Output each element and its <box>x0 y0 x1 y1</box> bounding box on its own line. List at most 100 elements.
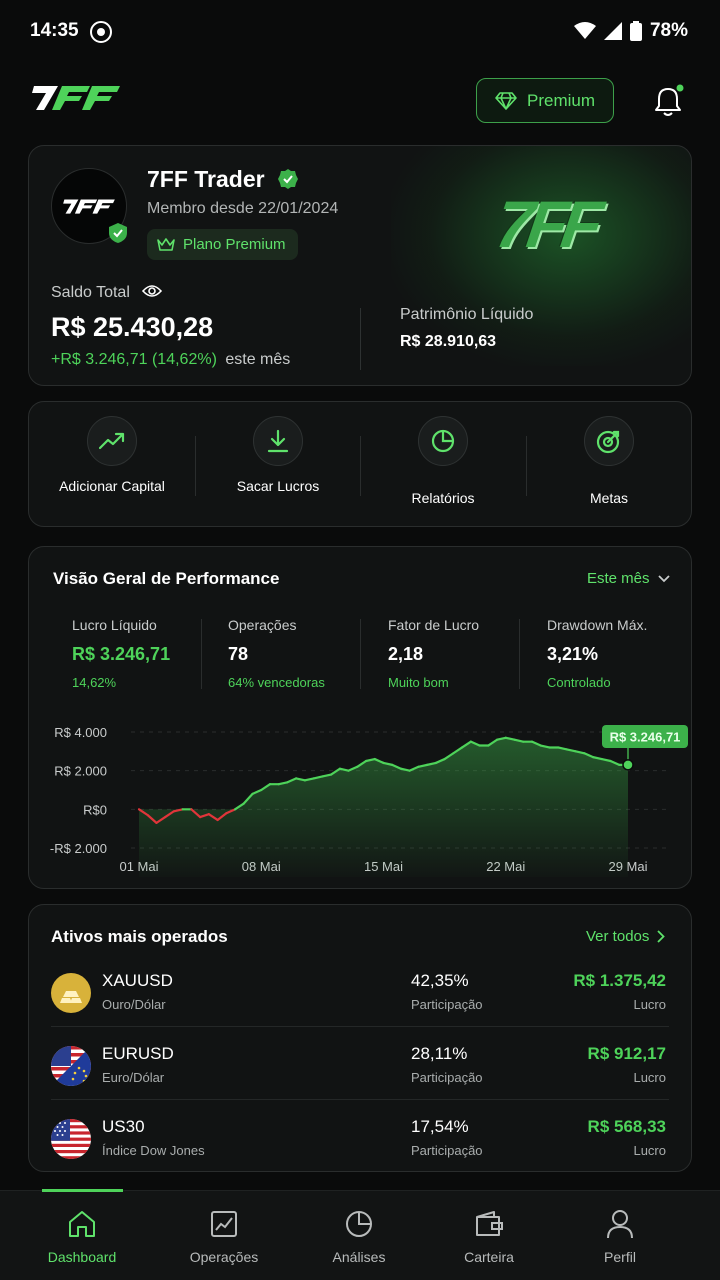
download-icon <box>253 416 303 466</box>
series-segment <box>574 750 586 755</box>
series-segment <box>164 810 176 819</box>
asset-amount-label: Lucro <box>633 1070 666 1085</box>
pie-chart-icon <box>418 416 468 466</box>
pie-chart-icon <box>344 1209 374 1239</box>
series-segment <box>565 748 577 753</box>
eu-us-flag-icon <box>51 1046 91 1086</box>
status-time: 14:35 <box>30 20 79 41</box>
withdraw-profits-label: Sacar Lucros <box>236 478 320 494</box>
asset-row-eurusd[interactable]: EURUSD Euro/Dólar 28,11% Participação R$… <box>29 1035 693 1108</box>
asset-amount: R$ 1.375,42 <box>573 971 666 990</box>
wifi-icon <box>573 22 596 39</box>
series-segment <box>146 814 158 824</box>
stat-sub: Muito bom <box>388 675 449 690</box>
stat-label: Lucro Líquido <box>72 617 157 633</box>
series-segment <box>347 765 359 772</box>
nav-perfil[interactable]: Perfil <box>548 1191 692 1280</box>
series-segment <box>277 781 289 786</box>
app-logo[interactable] <box>30 82 122 120</box>
divider <box>201 619 202 689</box>
series-segment <box>251 788 263 795</box>
eye-icon[interactable] <box>142 284 163 298</box>
series-segment <box>382 761 394 766</box>
y-tick-label: R$ 4.000 <box>54 725 107 740</box>
nav-label: Perfil <box>604 1249 636 1265</box>
trending-up-icon <box>87 416 137 466</box>
see-all-link[interactable]: Ver todos <box>586 928 666 945</box>
series-segment <box>557 746 568 751</box>
patrimonio-value: R$ 28.910,63 <box>400 333 497 350</box>
series-segment <box>391 763 403 770</box>
divider <box>360 619 361 689</box>
series-segment <box>539 744 551 749</box>
series-segment <box>242 792 254 805</box>
series-segment <box>225 808 237 815</box>
stat-value: R$ 3.246,71 <box>72 644 171 664</box>
nav-analises[interactable]: Análises <box>287 1191 431 1280</box>
profile-glow <box>391 146 691 366</box>
stat-sub: Controlado <box>547 675 611 690</box>
reports-button[interactable]: Relatórios <box>360 402 526 528</box>
assets-card: Ativos mais operados Ver todos XAUUSD Ou… <box>28 904 692 1172</box>
series-segment <box>399 767 411 772</box>
series-segment <box>460 740 472 749</box>
nav-label: Dashboard <box>47 1249 117 1265</box>
period-selector[interactable]: Este mês <box>587 570 670 587</box>
shield-check-icon <box>109 223 127 243</box>
series-segment <box>295 777 307 782</box>
diamond-icon <box>495 91 517 110</box>
asset-symbol: EURUSD <box>102 1044 174 1063</box>
performance-card: Visão Geral de Performance Este mês Lucr… <box>28 546 692 889</box>
series-segment <box>190 808 202 819</box>
nav-dashboard[interactable]: Dashboard <box>10 1191 154 1280</box>
asset-row-xauusd[interactable]: XAUUSD Ouro/Dólar 42,35% Participação R$… <box>29 962 693 1035</box>
stat-value: 2,18 <box>388 644 424 664</box>
series-segment <box>233 802 245 811</box>
nav-label: Carteira <box>464 1249 514 1265</box>
stat-sub: 64% vencedoras <box>228 675 325 690</box>
saldo-change-suffix: este mês <box>225 351 291 368</box>
goals-button[interactable]: Metas <box>526 402 692 528</box>
series-segment <box>137 808 149 817</box>
nav-carteira[interactable]: Carteira <box>417 1191 561 1280</box>
series-segment <box>338 767 350 772</box>
y-tick-label: R$ 2.000 <box>54 764 107 779</box>
stat-drawdown: Drawdown Máx. 3,21% Controlado <box>547 617 647 690</box>
stat-label: Drawdown Máx. <box>547 617 648 633</box>
asset-amount: R$ 568,33 <box>587 1117 666 1136</box>
asset-row-us30[interactable]: US30 Índice Dow Jones 17,54% Participaçã… <box>29 1108 693 1181</box>
series-segment <box>260 783 272 792</box>
last-value-badge <box>602 725 688 748</box>
nav-label: Análises <box>332 1249 386 1265</box>
us-flag-icon <box>51 1119 91 1159</box>
series-segment <box>303 777 315 782</box>
notifications-button[interactable] <box>652 84 684 118</box>
withdraw-profits-button[interactable]: Sacar Lucros <box>195 402 361 528</box>
divider <box>526 436 527 496</box>
asset-amount: R$ 912,17 <box>587 1044 666 1063</box>
battery-percent: 78% <box>649 20 688 41</box>
stat-operacoes: Operações 78 64% vencedoras <box>228 617 325 690</box>
add-capital-label: Adicionar Capital <box>59 478 165 494</box>
bottom-nav: Dashboard Operações Análises Carteira Pe… <box>0 1189 720 1280</box>
reports-label: Relatórios <box>411 490 475 506</box>
crown-icon <box>157 238 175 251</box>
asset-pct-label: Participação <box>411 1143 483 1158</box>
bell-icon <box>655 84 684 116</box>
brand-logo-3d: 7FF <box>491 187 602 261</box>
premium-button[interactable]: Premium <box>476 78 614 123</box>
member-since: Membro desde 22/01/2024 <box>147 200 339 217</box>
plan-label: Plano Premium <box>183 236 286 253</box>
series-segment <box>600 757 612 763</box>
add-capital-button[interactable]: Adicionar Capital <box>29 402 195 528</box>
series-segment <box>591 756 603 761</box>
signal-icon <box>603 22 622 40</box>
stat-fator: Fator de Lucro 2,18 Muito bom <box>388 617 479 690</box>
series-segment <box>199 813 210 819</box>
nav-operacoes[interactable]: Operações <box>152 1191 296 1280</box>
asset-pct-label: Participação <box>411 1070 483 1085</box>
series-segment <box>286 777 298 784</box>
series-segment <box>469 740 481 747</box>
stat-lucro: Lucro Líquido R$ 3.246,71 14,62% <box>72 617 170 690</box>
